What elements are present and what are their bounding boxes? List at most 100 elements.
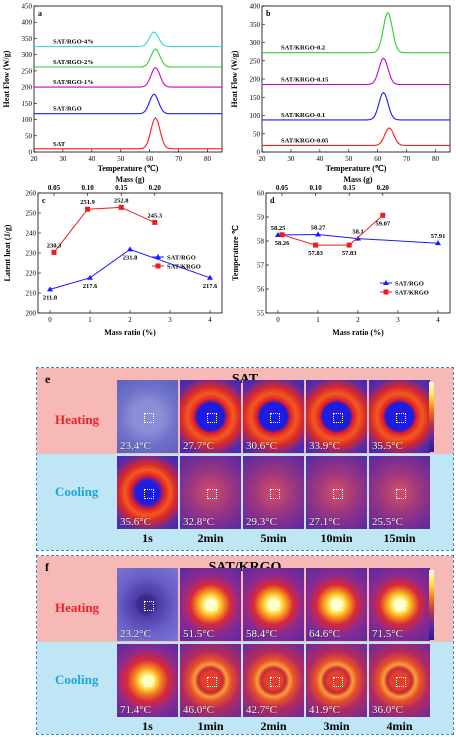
measurement-crosshair bbox=[332, 488, 343, 499]
time-label: 5min bbox=[260, 531, 287, 545]
plot-frame bbox=[33, 5, 223, 153]
y-tick-label: 56 bbox=[257, 286, 265, 294]
data-label: 58.27 bbox=[311, 225, 326, 232]
series-line bbox=[49, 248, 211, 290]
chart-a-dsc-rgo: a 20 30 40 50 60 70 80 0 50 100 150 200 250 300 350 400 4… bbox=[2, 3, 223, 173]
measurement-crosshair bbox=[206, 412, 217, 423]
temperature-readout: 30.6°C bbox=[246, 440, 277, 452]
series-line bbox=[277, 233, 439, 244]
measurement-crosshair bbox=[332, 412, 343, 423]
measurement-crosshair bbox=[269, 676, 280, 687]
temperature-readout: 23.4°C bbox=[120, 440, 151, 452]
panel-letter: d bbox=[270, 196, 275, 205]
top-x-tick-label: 0.10 bbox=[81, 184, 94, 192]
top-x-axis-label: Mass (g) bbox=[343, 175, 372, 184]
colorbar bbox=[429, 570, 434, 640]
temperature-readout: 25.5°C bbox=[372, 516, 403, 528]
y-tick-label: 350 bbox=[22, 35, 33, 43]
x-axis-label: Temperature (℃) bbox=[326, 164, 387, 173]
series-label: SAT/KRGO-0.1 bbox=[281, 112, 325, 119]
time-label: 1min bbox=[197, 719, 224, 733]
temperature-readout: 42.7°C bbox=[246, 704, 277, 716]
colorbar bbox=[429, 382, 434, 452]
y-tick-label: 150 bbox=[22, 100, 33, 108]
thermal-image: 36.0°C bbox=[369, 644, 430, 717]
legend-marker bbox=[383, 280, 389, 285]
data-point bbox=[315, 231, 321, 237]
top-x-tick-label: 0.20 bbox=[377, 184, 390, 192]
temperature-readout: 32.8°C bbox=[183, 516, 214, 528]
x-tick-label: 30 bbox=[59, 155, 67, 163]
panel-letter: c bbox=[42, 196, 46, 205]
series-line bbox=[34, 48, 222, 68]
y-tick-label: 350 bbox=[250, 21, 261, 29]
panel-letter: e bbox=[45, 372, 51, 386]
legend-marker bbox=[155, 254, 161, 259]
measurement-crosshair bbox=[143, 488, 154, 499]
y-tick-label: 58 bbox=[257, 238, 265, 246]
time-label: 10min bbox=[320, 531, 353, 545]
panel-letter: b bbox=[266, 9, 271, 18]
series-line bbox=[34, 31, 222, 48]
thermal-image: 23.4°C bbox=[117, 380, 178, 453]
data-point bbox=[152, 219, 158, 225]
y-tick-label: 240 bbox=[26, 230, 37, 238]
y-tick-label: 200 bbox=[26, 310, 37, 318]
thermal-image: 42.7°C bbox=[243, 644, 304, 717]
data-label: 57.83 bbox=[308, 250, 323, 257]
thermal-image: 27.7°C bbox=[180, 380, 241, 453]
series-label: SAT/KRGO-0.15 bbox=[281, 76, 329, 83]
data-label: 58.25 bbox=[271, 225, 286, 232]
data-point bbox=[118, 204, 124, 210]
series-label: SAT/KRGO-0.05 bbox=[281, 137, 329, 144]
series-line bbox=[262, 127, 450, 146]
data-point bbox=[207, 274, 213, 280]
series-line bbox=[281, 214, 384, 246]
x-tick-label: 20 bbox=[259, 155, 267, 163]
temperature-readout: 36.0°C bbox=[372, 704, 403, 716]
heating-row: e SAT Heating 23.4°C27.7°C30.6°C33.9°C35… bbox=[37, 368, 453, 454]
data-label: 230.3 bbox=[47, 242, 62, 249]
y-tick-label: 210 bbox=[26, 290, 37, 298]
series-line bbox=[262, 91, 450, 121]
cooling-row: Cooling 71.4°C 46.0°C 42.7°C 41.9°C 36.0°C 1… bbox=[37, 642, 453, 734]
thermal-image: 32.8°C bbox=[180, 456, 241, 529]
x-tick-label: 60 bbox=[374, 155, 382, 163]
chart-d-temperature: d 0 1 2 3 4 0.05 0.10 0.15 0.20 Mass (g) 55 56 57 58 59… bbox=[231, 175, 451, 337]
heating-label: Heating bbox=[55, 600, 100, 615]
data-point bbox=[47, 286, 53, 292]
thermal-image: 58.4°C bbox=[243, 568, 304, 641]
series-label: SAT bbox=[53, 141, 66, 148]
thermal-image: 27.1°C bbox=[306, 456, 367, 529]
y-tick-label: 50 bbox=[25, 132, 33, 140]
temperature-readout: 23.2°C bbox=[120, 628, 151, 640]
y-axis-label: Latent heat (J/g) bbox=[3, 224, 12, 281]
chart-c-latent-heat: c 0 1 2 3 4 0.05 0.10 0.15 0.20 Mass (g) 200 210 220 2… bbox=[3, 175, 223, 337]
data-label: 217.6 bbox=[83, 283, 98, 290]
temperature-readout: 71.4°C bbox=[120, 704, 151, 716]
legend-marker bbox=[155, 263, 161, 269]
chart-b-dsc-krgo: b 20 30 40 50 60 70 80 0 50 100 150 200 250 300 350 400 T… bbox=[230, 3, 451, 173]
measurement-crosshair bbox=[269, 600, 280, 611]
data-label: 211.8 bbox=[43, 294, 58, 301]
series-label: SAT/RGO-1% bbox=[53, 79, 94, 86]
series-label: SAT/RGO-4% bbox=[53, 39, 94, 46]
series-label: SAT/RGO bbox=[53, 106, 82, 113]
x-tick-label: 0 bbox=[276, 316, 280, 324]
y-tick-label: 400 bbox=[22, 19, 33, 27]
x-tick-label: 1 bbox=[316, 316, 320, 324]
x-tick-label: 30 bbox=[287, 155, 295, 163]
series-line bbox=[34, 93, 222, 115]
thermal-panel-sat: e SAT Heating 23.4°C27.7°C30.6°C33.9°C35… bbox=[36, 367, 454, 551]
y-tick-label: 50 bbox=[253, 130, 261, 138]
data-point bbox=[435, 240, 441, 246]
time-label: 1s bbox=[142, 531, 153, 545]
series-label: SAT/RGO-2% bbox=[53, 59, 94, 66]
x-tick-label: 40 bbox=[316, 155, 324, 163]
y-tick-label: 250 bbox=[26, 210, 37, 218]
measurement-crosshair bbox=[269, 412, 280, 423]
legend-marker bbox=[383, 289, 389, 295]
measurement-crosshair bbox=[332, 600, 343, 611]
measurement-crosshair bbox=[395, 600, 406, 611]
temperature-readout: 46.0°C bbox=[183, 704, 214, 716]
